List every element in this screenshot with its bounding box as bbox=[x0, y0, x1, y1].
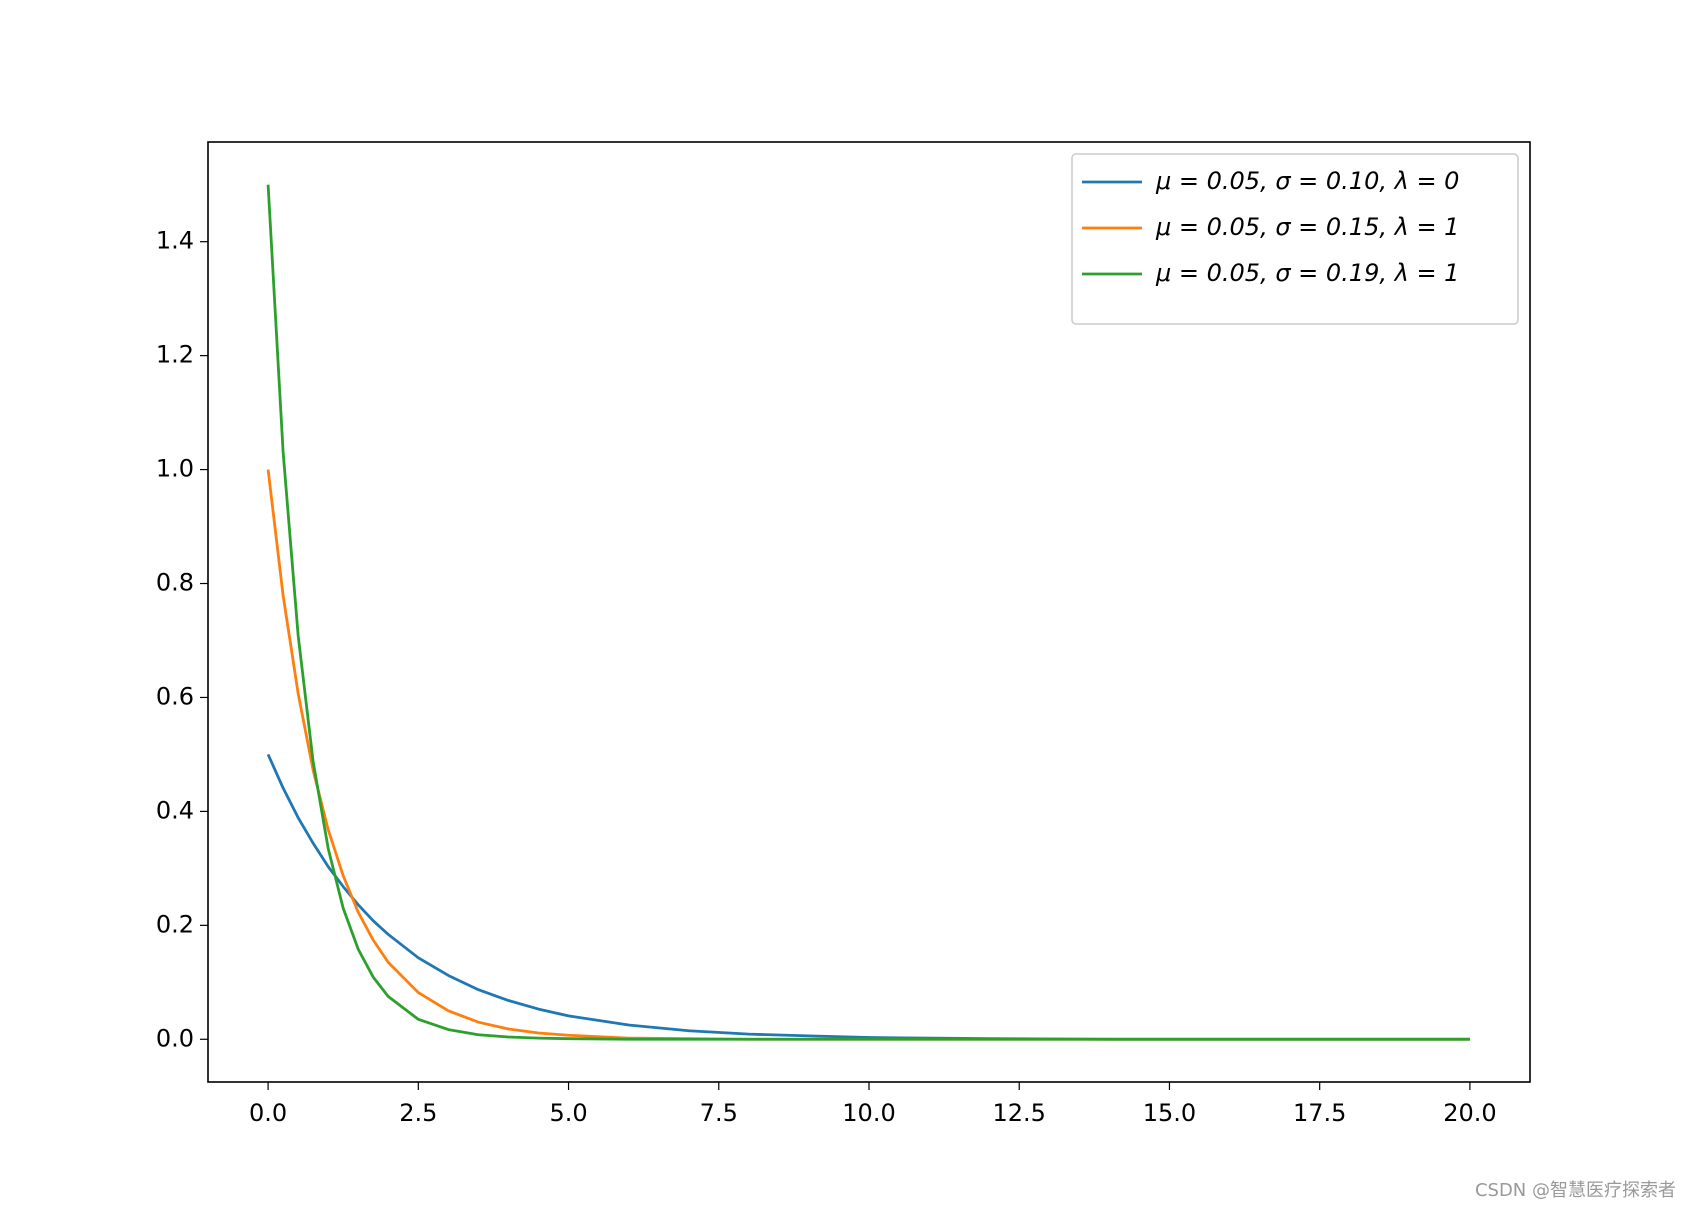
data-line bbox=[266, 184, 1470, 1041]
y-tick-label: 0.4 bbox=[156, 796, 194, 824]
x-tick-label: 12.5 bbox=[993, 1099, 1046, 1127]
x-tick-label: 7.5 bbox=[700, 1099, 738, 1127]
x-tick-label: 17.5 bbox=[1293, 1099, 1346, 1127]
data-line bbox=[266, 469, 1470, 1041]
x-tick-label: 20.0 bbox=[1443, 1099, 1496, 1127]
y-tick-label: 1.4 bbox=[156, 227, 194, 255]
legend-label: μ = 0.05, σ = 0.15, λ = 1 bbox=[1155, 213, 1459, 241]
x-tick-label: 10.0 bbox=[842, 1099, 895, 1127]
plot-frame bbox=[207, 141, 1531, 1083]
legend-box bbox=[1071, 153, 1519, 325]
x-tick-label: 15.0 bbox=[1143, 1099, 1196, 1127]
watermark: CSDN @智慧医疗探索者 bbox=[1475, 1180, 1676, 1201]
legend-label: μ = 0.05, σ = 0.19, λ = 1 bbox=[1155, 259, 1459, 287]
y-tick-label: 0.2 bbox=[156, 910, 194, 938]
y-tick-label: 0.8 bbox=[156, 569, 194, 597]
y-tick-label: 0.6 bbox=[156, 682, 194, 710]
legend-label: μ = 0.05, σ = 0.10, λ = 0 bbox=[1155, 167, 1459, 195]
x-tick-label: 2.5 bbox=[399, 1099, 437, 1127]
data-line bbox=[266, 753, 1470, 1041]
y-tick-label: 0.0 bbox=[156, 1024, 194, 1052]
y-tick-label: 1.0 bbox=[156, 455, 194, 483]
x-tick-label: 5.0 bbox=[549, 1099, 587, 1127]
x-tick-label: 0.0 bbox=[249, 1099, 287, 1127]
y-tick-label: 1.2 bbox=[156, 341, 194, 369]
